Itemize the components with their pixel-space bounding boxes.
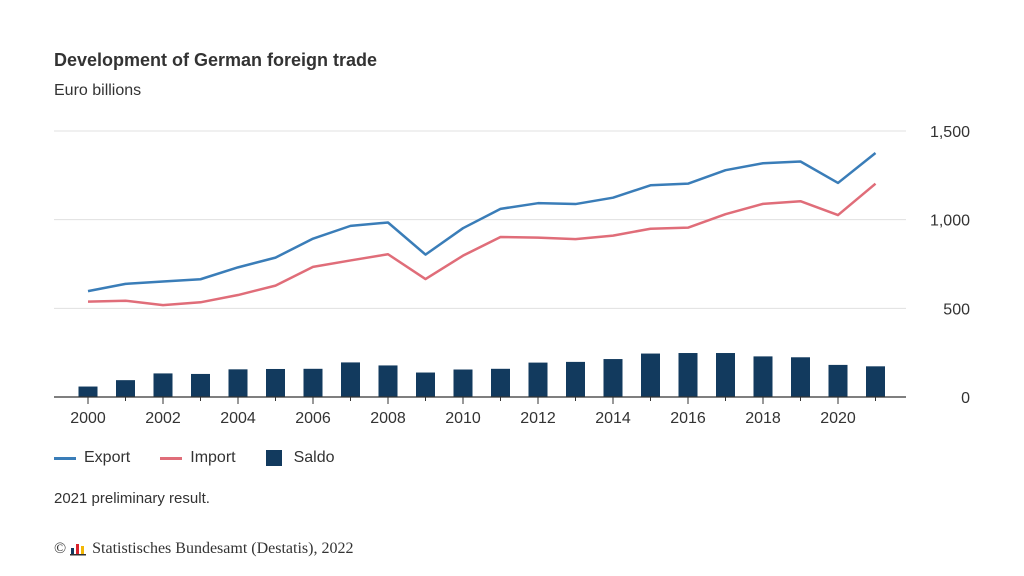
export-swatch	[54, 456, 76, 460]
saldo-bar	[453, 369, 473, 397]
series-lines	[87, 152, 877, 307]
chart-subtitle: Euro billions	[54, 82, 142, 99]
x-tick-label: 2006	[295, 410, 331, 427]
footnote: 2021 preliminary result.	[54, 490, 210, 507]
x-tick-label: 2018	[745, 410, 781, 427]
axes: 0 500 1,000 1,500 2000 2002 2004 2006 2008 2010 20…	[54, 124, 970, 427]
saldo-bar	[228, 369, 248, 397]
x-tick-label: 2020	[820, 410, 856, 427]
saldo-swatch	[265, 450, 282, 466]
saldo-bars	[78, 353, 885, 397]
saldo-bar	[641, 353, 660, 397]
x-tick-label: 2002	[145, 410, 181, 427]
saldo-bar	[828, 364, 848, 397]
saldo-bar	[153, 373, 173, 397]
saldo-bar	[78, 386, 98, 397]
legend-label-export: Export	[84, 449, 131, 466]
chart-title: Development of German foreign trade	[54, 50, 378, 70]
x-tick-label: 2014	[595, 410, 631, 427]
legend-label-import: Import	[190, 449, 236, 466]
legend: Export Import Saldo	[54, 449, 365, 467]
x-tick-label: 2008	[370, 410, 406, 427]
saldo-bar	[716, 353, 735, 397]
saldo-bar	[528, 362, 548, 397]
x-tick-label: 2012	[520, 410, 556, 427]
saldo-bar	[678, 353, 698, 397]
saldo-bar	[303, 368, 323, 397]
destatis-logo-icon	[70, 544, 87, 556]
saldo-bar	[116, 380, 135, 397]
copyright-icon: ©	[54, 540, 67, 557]
saldo-bar	[753, 356, 773, 397]
import-swatch	[160, 456, 183, 460]
saldo-bar	[341, 362, 360, 397]
saldo-bar	[566, 361, 585, 397]
saldo-bar	[791, 357, 810, 397]
saldo-bar	[866, 366, 885, 397]
y-tick-label: 1,500	[930, 124, 970, 141]
legend-item-saldo: Saldo	[265, 449, 335, 467]
saldo-bar	[603, 359, 623, 397]
saldo-bar	[266, 368, 285, 397]
export-line	[87, 152, 877, 293]
y-tick-label: 0	[961, 390, 970, 407]
x-tick-label: 2016	[670, 410, 706, 427]
y-tick-label: 1,000	[930, 213, 970, 230]
x-tick-label: 2004	[220, 410, 256, 427]
x-tick-label: 2000	[70, 410, 106, 427]
saldo-bar	[191, 373, 210, 397]
source-text: Statistisches Bundesamt (Destatis), 2022	[92, 540, 354, 557]
saldo-bar	[491, 368, 510, 397]
import-line	[87, 182, 877, 307]
saldo-bar	[416, 372, 435, 397]
legend-item-export: Export	[54, 449, 130, 467]
source-credit: © Statistisches Bundesamt (Destatis), 20…	[54, 540, 353, 558]
x-tick-label: 2010	[445, 410, 481, 427]
legend-label-saldo: Saldo	[293, 449, 335, 466]
legend-item-import: Import	[160, 449, 236, 467]
y-tick-label: 500	[943, 301, 970, 318]
saldo-bar	[378, 365, 398, 397]
